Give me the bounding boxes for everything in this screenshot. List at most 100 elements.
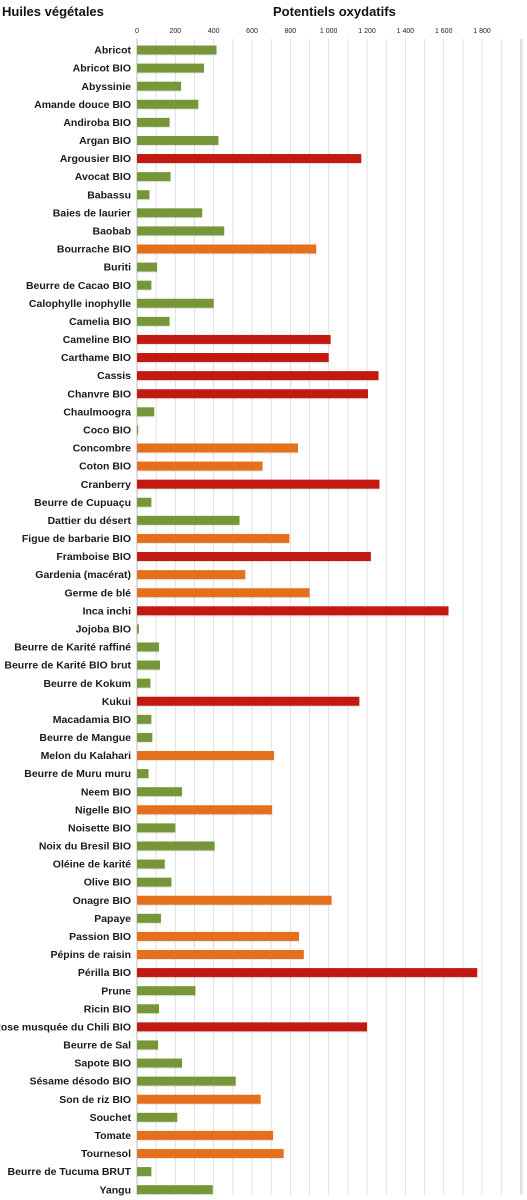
category-label: Chaulmoogra: [63, 406, 131, 418]
category-label: Olive BIO: [84, 877, 131, 889]
category-label: Périlla BIO: [78, 967, 131, 979]
category-label: Argousier BIO: [60, 153, 131, 165]
bar: [137, 63, 205, 73]
x-tick-label: 1 600: [435, 28, 453, 35]
category-label: Onagre BIO: [73, 895, 131, 907]
bar: [137, 751, 275, 761]
category-label: Chanvre BIO: [67, 388, 131, 400]
bar: [137, 190, 150, 200]
category-label: Passion BIO: [69, 931, 131, 943]
x-tick-label: 1 200: [358, 28, 376, 35]
category-label: Oléine de karité: [53, 859, 131, 871]
bar: [137, 660, 161, 670]
category-label: Beurre de Cacao BIO: [26, 280, 131, 292]
category-label: Beurre de Muru muru: [24, 768, 131, 780]
bar: [137, 135, 219, 145]
category-label: Coco BIO: [83, 424, 131, 436]
category-label: Abricot BIO: [73, 63, 131, 75]
category-label: Argan BIO: [79, 135, 131, 147]
x-tick-label: 400: [208, 28, 220, 35]
bar: [137, 895, 332, 905]
bar: [137, 877, 172, 887]
category-label: Beurre de Kokum: [43, 678, 131, 690]
bar: [137, 497, 152, 507]
category-label: Macadamia BIO: [53, 714, 131, 726]
bar: [137, 1185, 213, 1195]
bar: [137, 787, 183, 797]
category-label: Andiroba BIO: [63, 117, 131, 129]
chart-title: Potentiels oxydatifs: [273, 4, 396, 19]
category-label: Concombre: [73, 443, 132, 455]
category-label: Carthame BIO: [61, 352, 131, 364]
category-label: Tournesol: [81, 1148, 131, 1160]
bar: [137, 353, 329, 363]
x-tick-label: 1 400: [397, 28, 415, 35]
category-label: Prune: [101, 985, 131, 997]
bar: [137, 913, 161, 923]
bar: [137, 769, 149, 779]
category-label: Bourrache BIO: [57, 244, 131, 256]
category-label: Kukui: [102, 696, 131, 708]
category-label: Baies de laurier: [53, 207, 131, 219]
bar: [137, 45, 217, 55]
category-label: Beurre de Mangue: [39, 732, 131, 744]
bar: [137, 1004, 160, 1014]
category-label: Tomate: [94, 1130, 131, 1142]
bar: [137, 986, 196, 996]
category-label: Camelia BIO: [69, 316, 131, 328]
bar: [137, 950, 304, 959]
category-label: Cameline BIO: [63, 334, 131, 346]
bar: [137, 714, 152, 724]
bar: [137, 208, 203, 218]
bar: [137, 172, 171, 182]
category-label: Papaye: [94, 913, 131, 925]
bar: [137, 244, 317, 254]
bar: [137, 443, 299, 453]
bar: [137, 1022, 368, 1032]
category-label: Calophylle inophylle: [29, 298, 131, 310]
category-label: Dattier du désert: [48, 515, 132, 527]
category-label: Nigelle BIO: [75, 804, 131, 816]
bar: [137, 154, 362, 164]
bar: [137, 1094, 261, 1104]
bar: [137, 805, 273, 815]
bar: [137, 732, 153, 742]
bar: [137, 606, 449, 616]
category-label: Baobab: [92, 226, 131, 238]
bar: [137, 533, 290, 543]
bar: [137, 931, 299, 941]
bar: [137, 1040, 159, 1050]
category-label: Germe de blé: [64, 587, 131, 599]
x-tick-label: 0: [135, 28, 139, 35]
bar: [137, 262, 158, 272]
bar: [137, 552, 371, 562]
bar: [137, 841, 215, 851]
bar: [137, 407, 155, 417]
bar: [137, 859, 165, 869]
x-tick-label: 1 000: [320, 28, 338, 35]
category-label: Amande douce BIO: [34, 99, 131, 111]
bar: [137, 334, 331, 344]
category-label: Noisette BIO: [68, 822, 131, 834]
bar: [137, 570, 246, 580]
category-label: Babassu: [87, 189, 131, 201]
category-label: Beurre de Sal: [63, 1040, 131, 1052]
bar: [137, 298, 214, 308]
bar: [137, 968, 478, 978]
bar: [137, 389, 368, 399]
bar: [137, 823, 176, 833]
bar: [137, 117, 170, 127]
bar: [137, 1130, 274, 1140]
category-label: Melon du Kalahari: [41, 750, 132, 762]
bar: [137, 99, 199, 109]
x-tick-label: 800: [285, 28, 297, 35]
x-tick-label: 1 800: [473, 28, 491, 35]
category-label: Noix du Bresil BIO: [39, 841, 131, 853]
category-label: Inca inchi: [83, 605, 132, 617]
category-label: Beurre de Cupuaçu: [34, 497, 131, 509]
category-label: Figue de barbarie BIO: [22, 533, 131, 545]
bar: [137, 371, 379, 381]
category-label: Gardenia (macérat): [35, 569, 131, 581]
category-label: Neem BIO: [81, 786, 131, 798]
